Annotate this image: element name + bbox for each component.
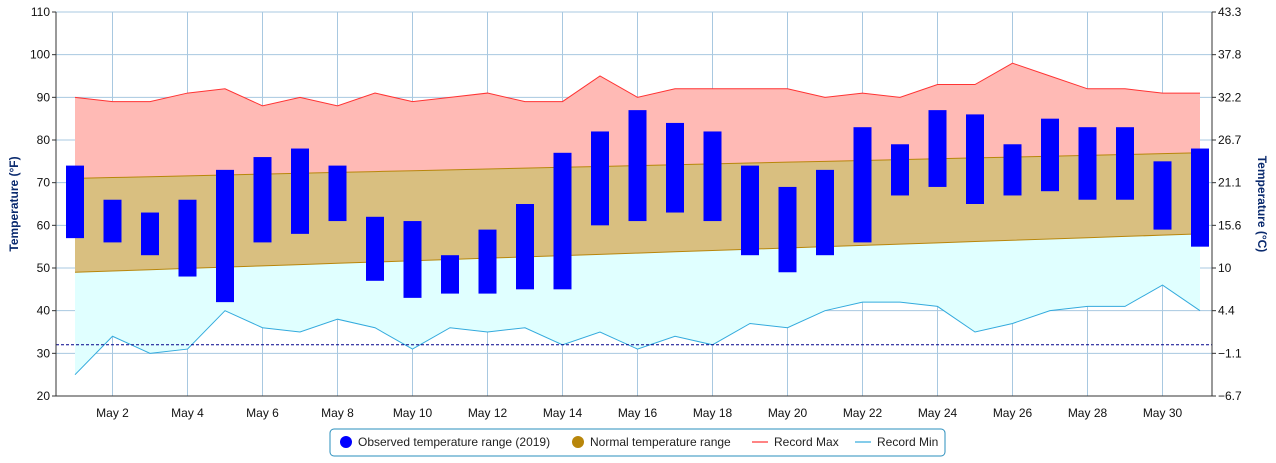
y-left-tick-label: 40 [37, 304, 51, 318]
y-left-tick-label: 80 [37, 133, 51, 147]
observed-bar [628, 110, 647, 222]
y-left-tick-label: 110 [31, 5, 50, 19]
record-min-line [74, 284, 1201, 376]
x-tick-label: May 14 [543, 406, 583, 420]
observed-bar [1041, 118, 1059, 192]
observed-bar [1078, 127, 1097, 200]
legend-box [329, 428, 946, 457]
observed-bar [853, 127, 872, 243]
axes: 20 30 40 50 60 70 80 90 100 110 −6.7 −1.1 4.4 10 15.6 2… [30, 5, 1242, 420]
x-tick-label: May 8 [321, 406, 354, 420]
observed-bar [703, 131, 722, 222]
x-tick-label: May 24 [918, 406, 958, 420]
y-right-tick-label: 26.7 [1218, 133, 1242, 147]
observed-bar [666, 122, 684, 213]
observed-bar [891, 144, 909, 196]
observed-bar [516, 204, 534, 290]
x-tick-label: May 6 [246, 406, 279, 420]
y-right-tick-label: 37.8 [1218, 48, 1242, 62]
observed-bar [1116, 127, 1134, 200]
legend-swatch [340, 436, 352, 448]
y-right-tick-label: 21.1 [1218, 176, 1242, 190]
y-right-tick-label: −1.1 [1218, 346, 1242, 360]
x-tick-label: May 20 [768, 406, 808, 420]
observed-bar [478, 229, 497, 294]
observed-bar [553, 152, 572, 290]
observed-bar [66, 165, 84, 239]
observed-bar [178, 199, 197, 277]
y-left-tick-label: 100 [30, 48, 50, 62]
observed-bar [1003, 144, 1022, 196]
observed-bar [816, 169, 834, 256]
x-tick-label: May 10 [393, 406, 433, 420]
legend-swatch [572, 436, 584, 448]
legend-label: Normal temperature range [590, 435, 731, 449]
observed-bar [741, 165, 759, 256]
x-tick-label: May 16 [618, 406, 658, 420]
observed-bar [778, 186, 797, 273]
y-right-tick-label: −6.7 [1218, 389, 1242, 403]
observed-bar [366, 216, 384, 281]
legend-label: Observed temperature range (2019) [358, 435, 550, 449]
observed-bar [928, 110, 947, 187]
observed-bar [216, 169, 234, 303]
y-left-tick-label: 70 [37, 176, 51, 190]
y-right-tick-label: 15.6 [1218, 218, 1242, 232]
y-right-tick-label: 4.4 [1218, 304, 1235, 318]
y-left-tick-label: 20 [37, 389, 51, 403]
x-tick-label: May 2 [96, 406, 129, 420]
legend-label: Record Min [877, 435, 938, 449]
observed-bar [403, 221, 422, 298]
observed-bar [966, 114, 984, 204]
normal-low-line [74, 233, 1201, 273]
observed-bar [291, 148, 309, 234]
x-tick-label: May 22 [843, 406, 883, 420]
legend-label: Record Max [774, 435, 839, 449]
x-tick-label: May 28 [1068, 406, 1108, 420]
x-tick-label: May 4 [171, 406, 204, 420]
x-tick-label: May 26 [993, 406, 1033, 420]
y-right-tick-label: 32.2 [1218, 90, 1242, 104]
y-left-tick-label: 60 [37, 218, 51, 232]
observed-bar [441, 255, 459, 294]
observed-range-bars [66, 110, 1209, 303]
x-tick-label: May 12 [468, 406, 508, 420]
y-right-tick-label: 10 [1218, 261, 1232, 275]
y-right-axis-title: Temperature (°C) [1255, 156, 1269, 253]
observed-bar [328, 165, 347, 222]
observed-bar [1153, 161, 1172, 230]
y-left-tick-label: 90 [37, 90, 51, 104]
observed-bar [591, 131, 609, 226]
y-left-tick-label: 30 [37, 346, 51, 360]
x-tick-label: May 18 [693, 406, 733, 420]
record-max-line [74, 62, 1200, 107]
record-min-area [75, 233, 1200, 375]
y-right-tick-label: 43.3 [1218, 5, 1242, 19]
observed-bar [141, 212, 159, 256]
y-left-tick-label: 50 [37, 261, 51, 275]
observed-bar [253, 157, 272, 243]
y-left-axis-title: Temperature (°F) [7, 156, 21, 251]
observed-bar [1191, 148, 1209, 247]
observed-bar [103, 199, 122, 243]
legend: Observed temperature range (2019) Normal … [329, 428, 946, 457]
x-tick-label: May 30 [1143, 406, 1183, 420]
